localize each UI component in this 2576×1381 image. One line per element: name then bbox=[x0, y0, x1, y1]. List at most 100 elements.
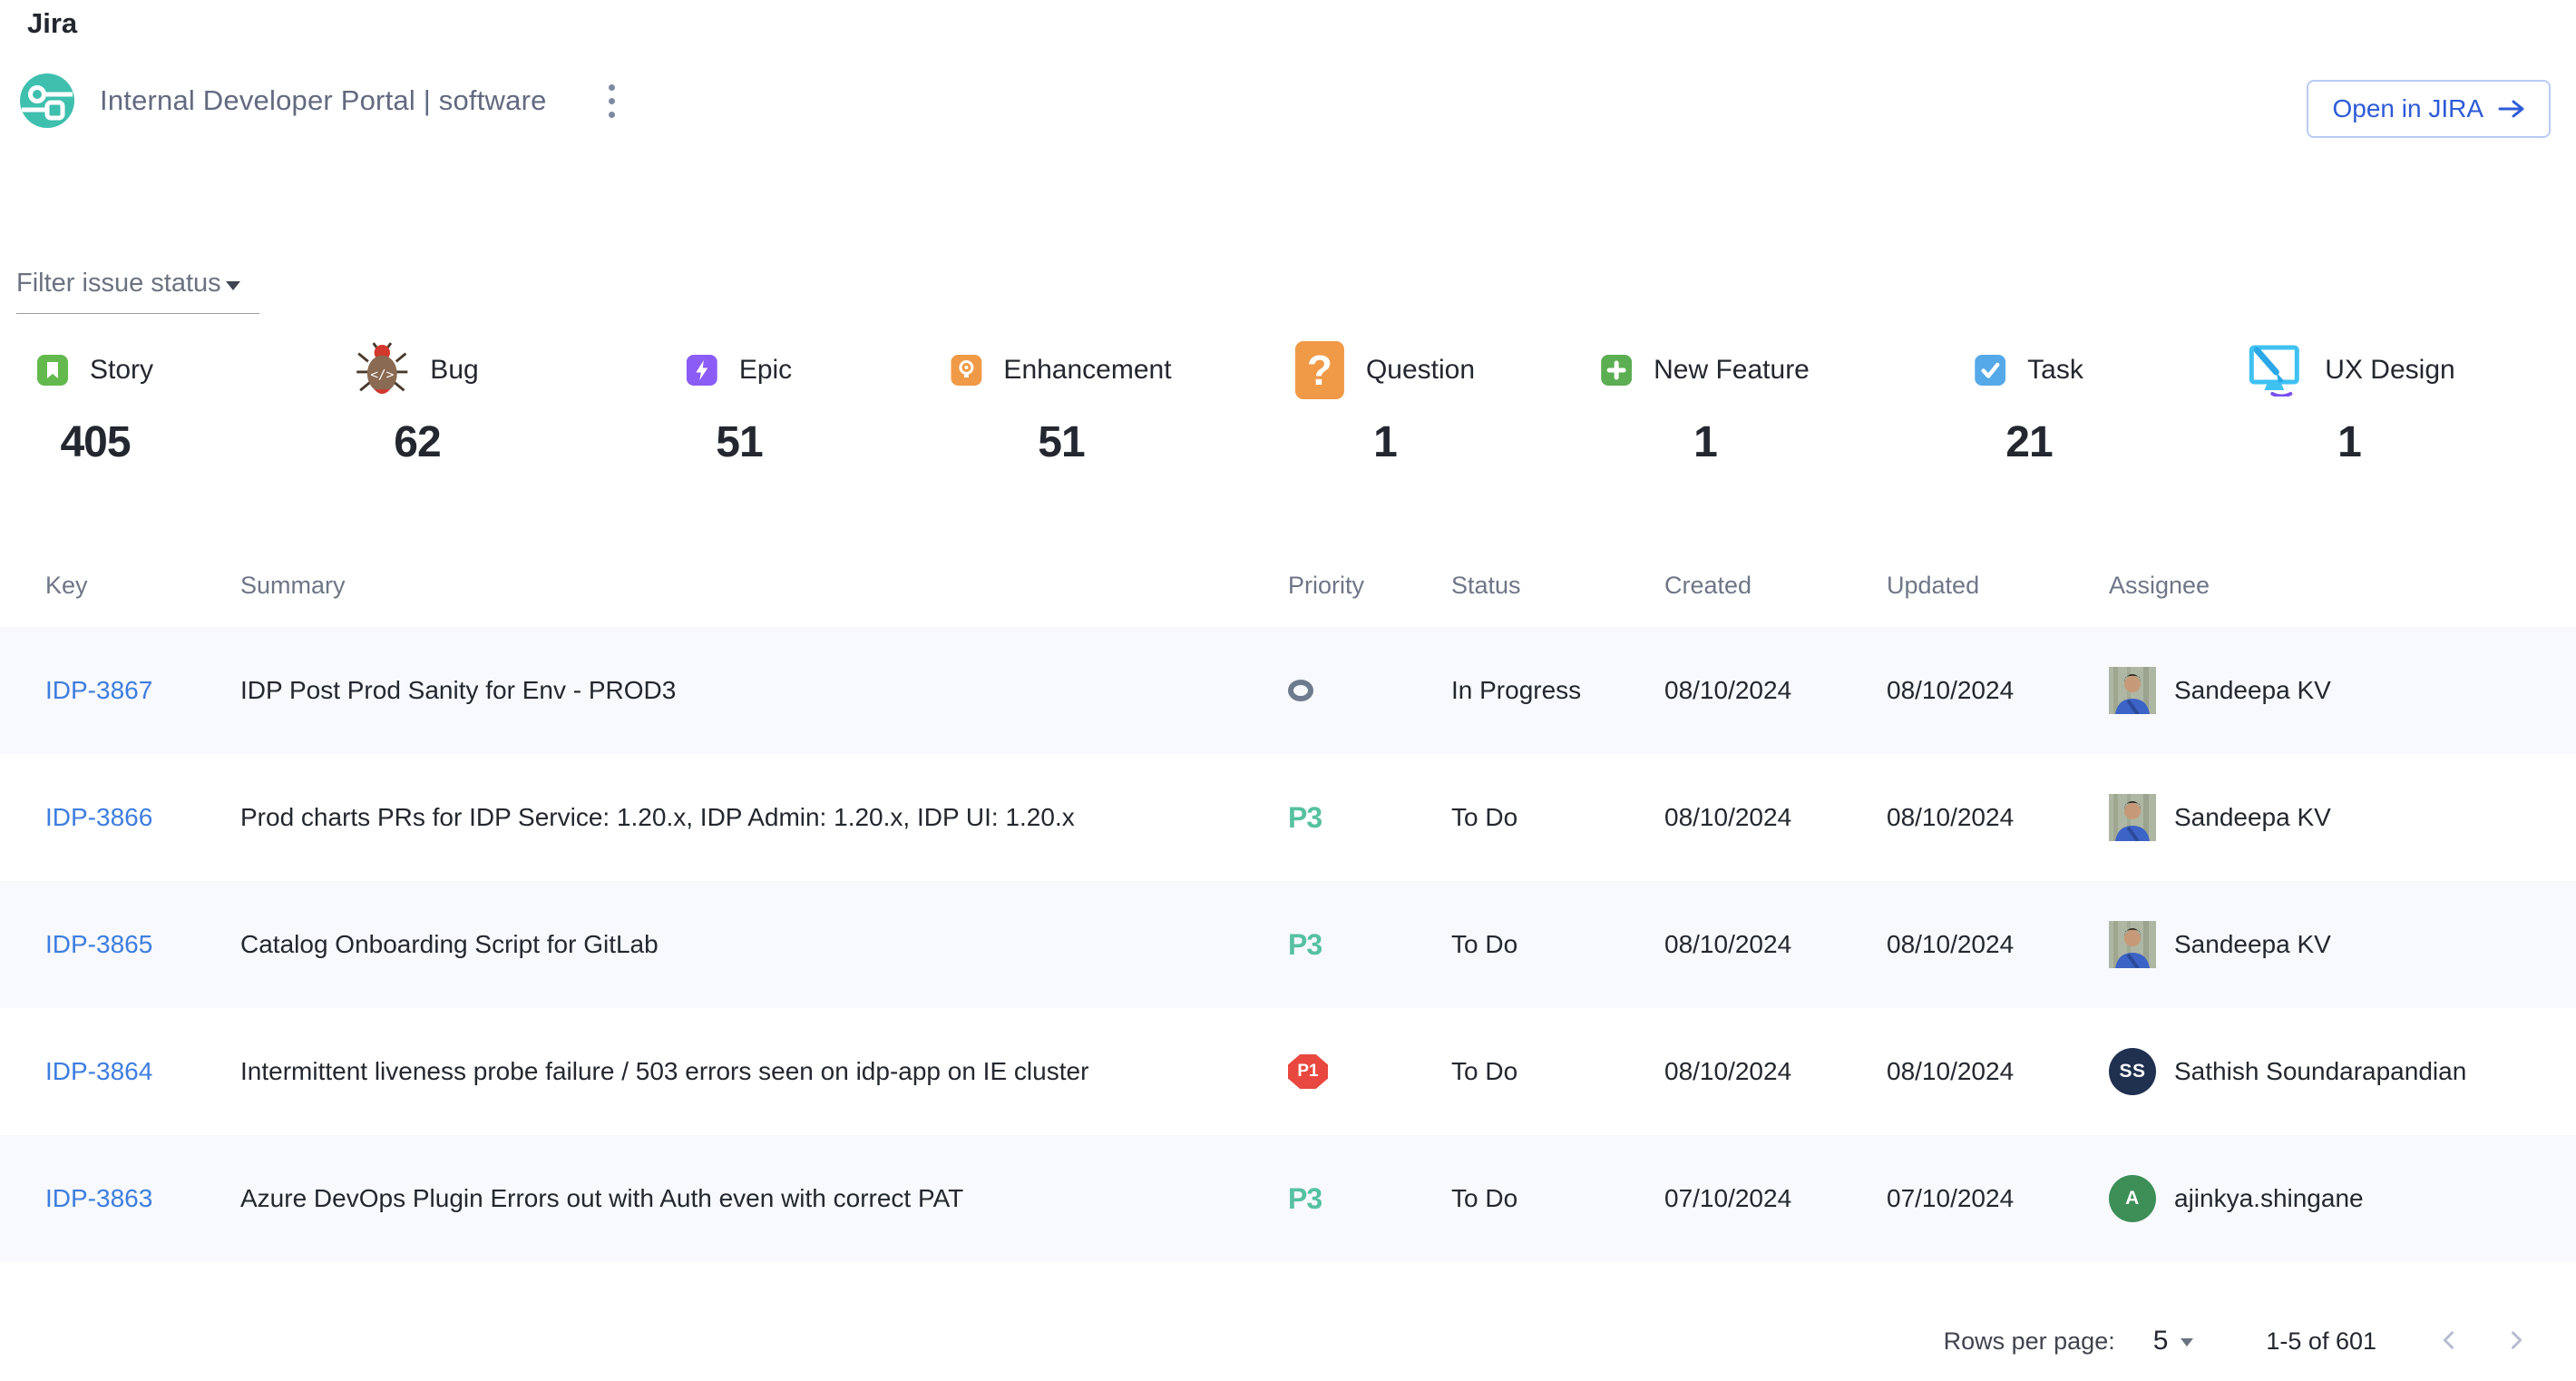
column-header-priority: Priority bbox=[1288, 572, 1451, 600]
issue-status: To Do bbox=[1451, 803, 1517, 832]
jira-plugin-page: Jira Internal Developer Portal | softwar… bbox=[0, 0, 2576, 1381]
svg-text:</>: </> bbox=[370, 368, 394, 383]
issue-created-date: 08/10/2024 bbox=[1664, 1057, 1791, 1086]
column-header-key: Key bbox=[45, 572, 240, 600]
table-row: IDP-3865 Catalog Onboarding Script for Gi… bbox=[0, 881, 2576, 1008]
assignee-avatar: A bbox=[2109, 1175, 2156, 1222]
issue-type-label: Question bbox=[1366, 355, 1475, 386]
issue-created-date: 08/10/2024 bbox=[1664, 930, 1791, 959]
issue-updated-date: 08/10/2024 bbox=[1887, 676, 2014, 705]
chevron-down-icon bbox=[2181, 1338, 2193, 1347]
table-header-row: Key Summary Priority Status Created Upda… bbox=[0, 544, 2576, 627]
rows-per-page-select[interactable]: 5 bbox=[2153, 1326, 2194, 1357]
column-header-status: Status bbox=[1451, 572, 1664, 600]
kebab-menu-button[interactable] bbox=[603, 79, 620, 123]
issue-status: To Do bbox=[1451, 930, 1517, 959]
issue-key-link[interactable]: IDP-3866 bbox=[45, 803, 152, 832]
priority-p1-icon: P1 bbox=[1288, 1054, 1328, 1089]
arrow-right-icon bbox=[2498, 98, 2525, 120]
issue-type-label: UX Design bbox=[2325, 355, 2454, 386]
issue-key-link[interactable]: IDP-3863 bbox=[45, 1184, 152, 1213]
assignee-name: ajinkya.shingane bbox=[2174, 1184, 2364, 1213]
enhancement-icon bbox=[951, 355, 981, 386]
issue-type-count: 62 bbox=[394, 417, 440, 467]
chevron-right-icon bbox=[2503, 1327, 2529, 1353]
column-header-assignee: Assignee bbox=[2109, 572, 2576, 600]
issue-type-counter-story: Story 405 bbox=[37, 338, 153, 467]
filter-label: Filter issue status bbox=[16, 269, 221, 299]
pagination-range: 1-5 of 601 bbox=[2266, 1327, 2376, 1356]
assignee-name: Sandeepa KV bbox=[2174, 676, 2331, 705]
issue-status: To Do bbox=[1451, 1184, 1517, 1213]
issue-type-label: Epic bbox=[739, 355, 792, 386]
story-icon bbox=[37, 355, 68, 386]
issue-status: In Progress bbox=[1451, 676, 1581, 705]
table-row: IDP-3864 Intermittent liveness probe fail… bbox=[0, 1008, 2576, 1135]
epic-icon bbox=[687, 355, 717, 386]
issue-summary: Azure DevOps Plugin Errors out with Auth… bbox=[240, 1184, 963, 1213]
issue-type-count: 21 bbox=[2005, 417, 2052, 467]
bug-icon: </> bbox=[356, 342, 408, 398]
issue-type-counter-task: Task 21 bbox=[1975, 338, 2083, 467]
table-body: IDP-3867 IDP Post Prod Sanity for Env - P… bbox=[0, 627, 2576, 1262]
chevron-left-icon bbox=[2436, 1327, 2462, 1353]
issue-type-count: 51 bbox=[1038, 417, 1084, 467]
issue-type-counter-new-feature: New Feature1 bbox=[1601, 338, 1810, 467]
ux-design-icon bbox=[2243, 344, 2303, 397]
issue-created-date: 07/10/2024 bbox=[1664, 1184, 1791, 1213]
issue-summary: Intermittent liveness probe failure / 50… bbox=[240, 1057, 1088, 1086]
issue-type-counter-bug: </> Bug 62 bbox=[356, 338, 478, 467]
pagination-bar: Rows per page: 5 1-5 of 601 bbox=[1944, 1308, 2536, 1374]
assignee-avatar bbox=[2109, 921, 2156, 968]
issue-type-counter-epic: Epic 51 bbox=[687, 338, 792, 467]
priority-p3-icon: P3 bbox=[1288, 801, 1322, 835]
issue-type-count: 1 bbox=[2337, 417, 2361, 467]
issue-created-date: 08/10/2024 bbox=[1664, 803, 1791, 832]
table-row: IDP-3863 Azure DevOps Plugin Errors out w… bbox=[0, 1135, 2576, 1262]
svg-text:?: ? bbox=[1307, 347, 1332, 394]
filter-issue-status-select[interactable]: Filter issue status bbox=[16, 269, 259, 314]
question-icon: ? bbox=[1295, 341, 1344, 399]
issue-type-counters: Story405 </>Bug62Epic51Enhancement51?Que… bbox=[0, 338, 2576, 496]
issue-type-count: 1 bbox=[1373, 417, 1397, 467]
issue-type-label: Bug bbox=[430, 355, 478, 386]
column-header-created: Created bbox=[1664, 572, 1887, 600]
entity-name: Internal Developer Portal | software bbox=[100, 84, 547, 117]
issue-type-label: Task bbox=[2027, 355, 2083, 386]
entity-header: Internal Developer Portal | software bbox=[20, 73, 620, 129]
issue-updated-date: 08/10/2024 bbox=[1887, 930, 2014, 959]
issue-summary: Prod charts PRs for IDP Service: 1.20.x,… bbox=[240, 803, 1075, 832]
issue-type-counter-enhancement: Enhancement51 bbox=[951, 338, 1171, 467]
column-header-updated: Updated bbox=[1887, 572, 2109, 600]
issue-type-count: 51 bbox=[716, 417, 762, 467]
issues-table: Key Summary Priority Status Created Upda… bbox=[0, 544, 2576, 1262]
issue-type-label: New Feature bbox=[1654, 355, 1810, 386]
issue-updated-date: 07/10/2024 bbox=[1887, 1184, 2014, 1213]
priority-p3-icon: P3 bbox=[1288, 928, 1322, 962]
issue-type-count: 405 bbox=[60, 417, 130, 467]
issue-type-label: Story bbox=[90, 355, 153, 386]
assignee-name: Sandeepa KV bbox=[2174, 930, 2331, 959]
issue-summary: Catalog Onboarding Script for GitLab bbox=[240, 930, 659, 959]
issue-key-link[interactable]: IDP-3864 bbox=[45, 1057, 152, 1086]
assignee-avatar: SS bbox=[2109, 1048, 2156, 1095]
open-in-jira-button[interactable]: Open in JIRA bbox=[2307, 80, 2551, 138]
open-in-jira-label: Open in JIRA bbox=[2332, 94, 2483, 123]
rows-per-page-value: 5 bbox=[2153, 1326, 2169, 1357]
previous-page-button[interactable] bbox=[2429, 1320, 2469, 1363]
issue-updated-date: 08/10/2024 bbox=[1887, 1057, 2014, 1086]
issue-summary: IDP Post Prod Sanity for Env - PROD3 bbox=[240, 676, 676, 705]
next-page-button[interactable] bbox=[2496, 1320, 2536, 1363]
issue-key-link[interactable]: IDP-3867 bbox=[45, 676, 152, 705]
table-row: IDP-3866 Prod charts PRs for IDP Service:… bbox=[0, 754, 2576, 881]
new-feature-icon bbox=[1601, 355, 1632, 386]
assignee-name: Sandeepa KV bbox=[2174, 803, 2331, 832]
page-title: Jira bbox=[27, 7, 77, 40]
issue-updated-date: 08/10/2024 bbox=[1887, 803, 2014, 832]
issue-type-counter-question: ? Question 1 bbox=[1295, 338, 1475, 467]
issue-key-link[interactable]: IDP-3865 bbox=[45, 930, 152, 959]
priority-none-icon bbox=[1288, 680, 1313, 701]
column-header-summary: Summary bbox=[240, 572, 1288, 600]
assignee-avatar bbox=[2109, 794, 2156, 841]
assignee-name: Sathish Soundarapandian bbox=[2174, 1057, 2466, 1086]
